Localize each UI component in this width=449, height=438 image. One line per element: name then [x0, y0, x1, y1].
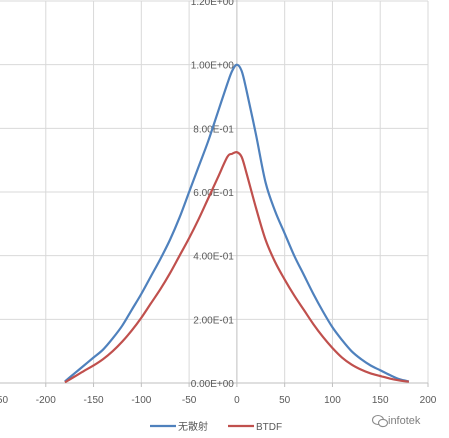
- legend-item: BTDF: [228, 422, 282, 433]
- x-tick-labels: -250 -200 -150 -100 -50 0 50 100 150 200: [0, 395, 437, 406]
- y-tick-label: 0.00E+00: [191, 379, 235, 390]
- legend-label: BTDF: [256, 422, 282, 433]
- x-tick-label: 50: [279, 395, 291, 406]
- x-tick-label: -50: [182, 395, 197, 406]
- x-tick-label: -100: [131, 395, 151, 406]
- y-tick-label: 8.00E-01: [193, 124, 234, 135]
- legend-item: 无散射: [150, 420, 208, 433]
- x-tick-label: 200: [420, 395, 437, 406]
- legend: 无散射 BTDF: [150, 420, 282, 433]
- watermark: infotek: [371, 414, 421, 428]
- y-tick-label: 4.00E-01: [193, 252, 234, 263]
- y-tick-label: 1.20E+00: [191, 0, 235, 8]
- legend-label: 无散射: [178, 420, 208, 433]
- x-tick-label: 150: [372, 395, 389, 406]
- x-tick-label: -250: [0, 395, 8, 406]
- gridlines: [0, 0, 429, 387]
- y-tick-label: 2.00E-01: [193, 315, 234, 326]
- y-tick-label: 6.00E-01: [193, 188, 234, 199]
- x-tick-label: -150: [84, 395, 104, 406]
- x-tick-label: 0: [234, 395, 240, 406]
- y-tick-label: 1.00E+00: [191, 61, 235, 72]
- y-tick-labels: 0.00E+00 2.00E-01 4.00E-01 6.00E-01 8.00E-01…: [191, 0, 235, 390]
- wechat-icon: [371, 414, 389, 428]
- series-line-2: [64, 150, 410, 384]
- watermark-text: infotek: [388, 415, 421, 427]
- series-line-1: [64, 63, 410, 383]
- x-tick-label: -200: [36, 395, 56, 406]
- x-tick-label: 100: [324, 395, 341, 406]
- series-lines: [64, 63, 410, 384]
